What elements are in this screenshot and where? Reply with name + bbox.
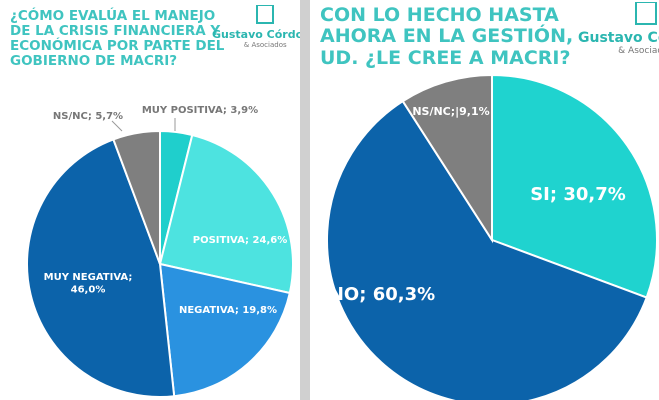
chart-title: CON LO HECHO HASTA AHORA EN LA GESTIÓN, … <box>320 4 574 69</box>
pie-slice <box>112 129 161 265</box>
logo: Gustavo Córdoba & Asociados <box>578 2 659 56</box>
slice-label: MUY NEGATIVA; 46,0% <box>44 272 133 296</box>
divider <box>300 0 310 400</box>
pie-slice <box>158 262 291 398</box>
slice-label: NS/NC; 5,7% <box>53 111 123 122</box>
slice-label: SI; 30,7% <box>530 184 626 205</box>
ballot-box-icon <box>634 2 657 25</box>
chart-title: ¿CÓMO EVALÚA EL MANEJO DE LA CRISIS FINA… <box>10 8 225 70</box>
pie-slice <box>401 73 493 244</box>
slice-label: NEGATIVA; 19,8% <box>179 305 277 316</box>
slice-label: NS/NC;|9,1% <box>412 105 489 118</box>
ballot-box-icon <box>256 5 275 24</box>
logo-name: Gustavo Córdoba <box>212 28 300 41</box>
logo-name: Gustavo Córdoba <box>578 30 659 46</box>
slice-label: MUY POSITIVA; 3,9% <box>142 105 258 116</box>
right-chart-panel: CON LO HECHO HASTA AHORA EN LA GESTIÓN, … <box>310 0 659 400</box>
pie-slice <box>326 99 648 400</box>
pie-slice <box>491 73 658 299</box>
logo-sub: & Asociados <box>618 46 659 56</box>
leader-line <box>111 120 123 132</box>
pie-chart: MUY POSITIVA; 3,9% POSITIVA; 24,6% NEGATIV… <box>26 105 294 398</box>
slice-label: POSITIVA; 24,6% <box>193 235 287 246</box>
logo: Gustavo Córdoba & Asociados <box>212 5 300 49</box>
logo-sub: & Asociados <box>243 41 287 49</box>
pie-slice <box>158 133 294 295</box>
slice-label: NO; 60,3% <box>329 284 435 305</box>
pie-chart: SI; 30,7% NO; 60,3% NS/NC;|9,1% <box>326 73 658 400</box>
left-chart-panel: ¿CÓMO EVALÚA EL MANEJO DE LA CRISIS FINA… <box>0 0 300 400</box>
